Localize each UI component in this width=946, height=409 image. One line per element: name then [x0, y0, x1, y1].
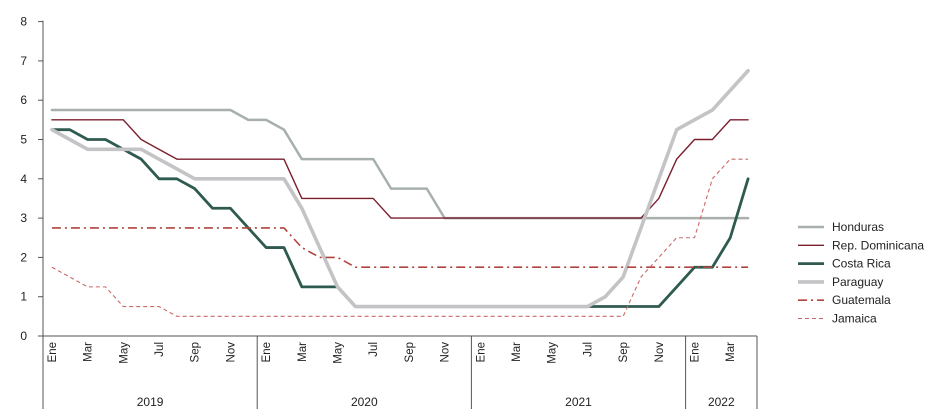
y-tick-label: 5	[20, 133, 27, 147]
x-tick-label: Nov	[654, 342, 666, 363]
x-tick-label: Mar	[297, 342, 309, 362]
legend-label: Guatemala	[832, 293, 891, 307]
y-tick-label: 1	[20, 290, 27, 304]
year-label: 2022	[708, 395, 735, 409]
legend: Honduras Rep. Dominicana Costa Rica Paragua…	[798, 220, 924, 326]
year-label: 2020	[351, 395, 378, 409]
series-line-honduras	[50, 108, 750, 220]
legend-label: Rep. Dominicana	[832, 238, 924, 252]
y-tick-label: 3	[20, 211, 27, 225]
year-label: 2021	[565, 395, 592, 409]
series-lines	[50, 68, 750, 317]
x-tick-label: Jul	[154, 342, 166, 357]
legend-label: Jamaica	[832, 312, 877, 326]
x-tick-label: Jul	[582, 342, 594, 357]
x-tick-label: Ene	[47, 342, 59, 362]
x-tick-label: Mar	[725, 342, 737, 362]
year-label: 2019	[137, 395, 164, 409]
series-line-paraguay	[50, 68, 750, 309]
x-tick-label: Nov	[225, 342, 237, 363]
x-axis: Ene Mar May Jul Sep Nov Ene Mar May Jul Sep Nov Ene M…	[42, 335, 758, 409]
x-tick-label: May	[333, 342, 345, 364]
series-line-rep-dominicana	[51, 119, 749, 219]
x-tick-label: Ene	[690, 342, 702, 362]
series-line-guatemala	[51, 227, 749, 269]
y-tick-label: 8	[20, 15, 27, 29]
x-tick-label: Nov	[440, 342, 452, 363]
y-tick-label: 6	[20, 93, 27, 107]
x-tick-label: Jul	[368, 342, 380, 357]
x-tick-label: May	[547, 342, 559, 364]
y-axis: 0 1 2 3 4 5 6 7 8	[20, 15, 44, 343]
x-tick-label: Mar	[83, 342, 95, 362]
y-tick-label: 7	[20, 54, 27, 68]
x-tick-label: Sep	[190, 342, 202, 362]
legend-label: Honduras	[832, 220, 884, 234]
x-tick-label: Mar	[511, 342, 523, 362]
x-tick-label: Ene	[261, 342, 273, 362]
series-line-jamaica	[51, 158, 749, 317]
legend-label: Costa Rica	[832, 257, 891, 271]
y-tick-label: 4	[20, 172, 27, 186]
y-tick-label: 0	[20, 329, 27, 343]
y-tick-label: 2	[20, 250, 27, 264]
x-tick-label: Sep	[404, 342, 416, 362]
x-tick-label: Sep	[618, 342, 630, 362]
series-line-costa-rica	[50, 128, 339, 289]
legend-label: Paraguay	[832, 275, 883, 289]
x-tick-label: May	[118, 342, 130, 364]
series-line-costa-rica	[371, 177, 750, 308]
x-tick-label: Ene	[475, 342, 487, 362]
